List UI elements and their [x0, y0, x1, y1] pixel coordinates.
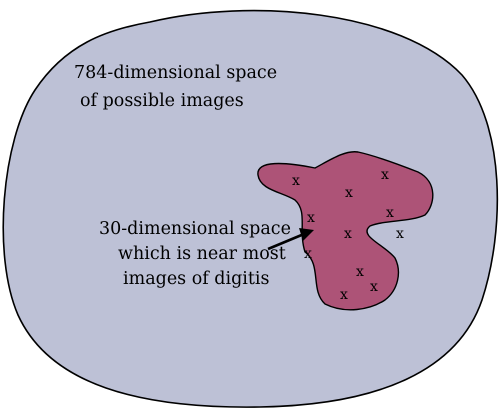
sample-point-marker: x: [344, 226, 352, 242]
sample-point-marker: x: [396, 226, 404, 242]
sample-point-marker: x: [370, 279, 378, 295]
inner-space-label-line2: which is near most: [118, 244, 286, 264]
sample-point-marker: x: [386, 205, 394, 221]
digit-manifold-region: [257, 151, 434, 311]
sample-point-marker: x: [340, 287, 348, 303]
pointer-arrow-shaft: [267, 232, 305, 251]
inner-space-label-line3: images of digitis: [123, 269, 270, 289]
sample-point-marker: x: [381, 167, 389, 183]
sample-point-marker: x: [345, 185, 353, 201]
sample-point-marker: x: [292, 173, 300, 189]
sample-point-marker: x: [307, 210, 315, 226]
sample-point-marker: x: [356, 264, 364, 280]
outer-space-label-line2: of possible images: [80, 91, 244, 111]
inner-space-label-line1: 30-dimensional space: [99, 219, 291, 239]
sample-point-marker: x: [304, 246, 312, 262]
outer-space-label-line1: 784-dimensional space: [74, 63, 277, 83]
image-space-region: [2, 9, 499, 408]
pointer-arrow-head: [299, 228, 314, 241]
